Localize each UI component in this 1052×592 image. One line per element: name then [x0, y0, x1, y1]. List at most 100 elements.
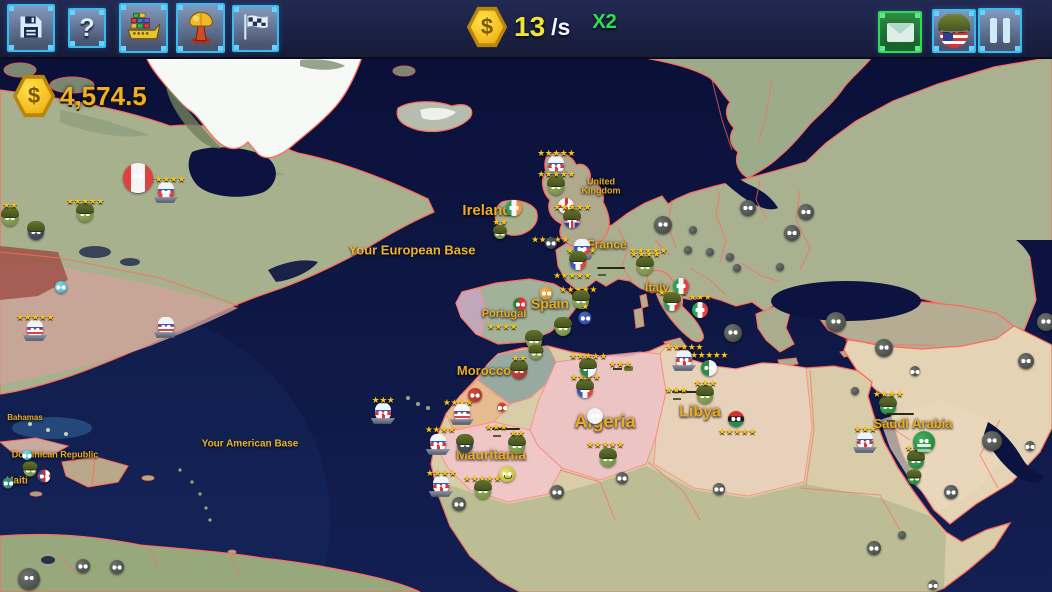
unit-eng-navy[interactable]: ★★★ — [370, 396, 396, 424]
unit-army-soldier[interactable] — [528, 344, 544, 360]
unit-army-soldier[interactable]: ★★★★★ — [66, 197, 104, 222]
save-button[interactable] — [7, 4, 55, 52]
unit-sa-soldier[interactable]: ★★★★ — [873, 390, 904, 415]
unit-ly-ball[interactable] — [728, 411, 744, 427]
unit-army-soldier[interactable] — [473, 480, 493, 499]
neutral-countryball[interactable] — [654, 216, 672, 234]
unit-army-soldier[interactable] — [598, 448, 618, 467]
unit-army-soldier[interactable] — [553, 317, 573, 336]
unit-orange-ball[interactable] — [539, 286, 553, 300]
pause-button[interactable] — [978, 8, 1022, 53]
unit-it-soldier[interactable] — [662, 292, 682, 311]
country-label-haiti[interactable]: Haiti — [6, 475, 28, 487]
unit-army-soldier[interactable]: ★★ — [0, 201, 20, 226]
country-label-spain[interactable]: Spain — [530, 295, 570, 312]
neutral-countryball[interactable] — [733, 264, 741, 272]
unit-cyan-ball[interactable] — [55, 281, 67, 293]
country-label-ireland[interactable]: Ireland — [462, 201, 512, 219]
neutral-countryball[interactable] — [798, 204, 814, 220]
country-label-bahamas[interactable]: Bahamas — [7, 413, 43, 423]
unit-cyan-ball[interactable] — [21, 450, 33, 460]
unit-eng-navy[interactable]: ★★★★★ — [537, 149, 575, 177]
unit-sa-capital[interactable] — [913, 431, 935, 453]
neutral-countryball[interactable] — [76, 559, 90, 573]
neutral-countryball[interactable] — [898, 531, 906, 539]
unit-ma-soldier[interactable]: ★★ — [509, 354, 529, 379]
neutral-countryball[interactable] — [851, 387, 859, 395]
unit-army-soldier[interactable] — [571, 290, 591, 309]
unit-eng-navy[interactable]: ★★★★ — [426, 469, 457, 497]
unit-army-soldier[interactable]: ★★★ — [694, 379, 717, 404]
unit-eng-navy[interactable] — [425, 433, 451, 455]
profile-button[interactable] — [932, 9, 976, 53]
unit-dz-soldier[interactable]: ★★★★★ — [569, 352, 607, 377]
unit-fr-soldier[interactable]: ★★★★ — [570, 373, 601, 398]
unit-eng-navy[interactable]: ★★★ — [852, 425, 878, 453]
neutral-countryball[interactable] — [982, 431, 1002, 451]
neutral-countryball[interactable] — [550, 485, 564, 499]
unit-teal-ball[interactable] — [2, 477, 14, 489]
unit-army-soldier[interactable] — [22, 461, 38, 477]
neutral-countryball[interactable] — [452, 497, 466, 511]
neutral-countryball[interactable] — [18, 568, 40, 590]
neutral-countryball[interactable] — [616, 472, 628, 484]
country-label-france[interactable]: France — [587, 237, 627, 252]
unit-sa-soldier[interactable] — [906, 469, 922, 485]
country-label-italy[interactable]: Italy — [644, 280, 670, 295]
unit-ca-navy[interactable]: ★★★★★ — [147, 175, 185, 203]
trade-ship-button[interactable] — [119, 3, 168, 53]
unit-army-soldier[interactable]: ★★ — [492, 218, 508, 239]
neutral-countryball[interactable] — [110, 560, 124, 574]
unit-us-navy[interactable] — [153, 316, 179, 338]
neutral-countryball[interactable] — [684, 246, 692, 254]
neutral-countryball[interactable] — [689, 226, 697, 234]
unit-us-navy[interactable]: ★★★★★ — [16, 313, 54, 341]
neutral-countryball[interactable] — [740, 200, 756, 216]
world-map[interactable]: Ireland United Kingdom France Spain Portugal… — [0, 57, 1052, 592]
neutral-countryball[interactable] — [784, 225, 800, 241]
unit-sa-soldier[interactable]: ★★★ — [905, 444, 928, 469]
neutral-countryball[interactable] — [726, 253, 734, 261]
unit-us-navy[interactable] — [449, 403, 475, 425]
unit-ie-ball[interactable] — [506, 200, 522, 216]
unit-red-ball[interactable] — [496, 402, 508, 412]
unit-army-soldier[interactable]: ★★ — [507, 429, 527, 454]
help-button[interactable]: ? — [68, 8, 106, 48]
unit-pt-ball[interactable] — [513, 297, 527, 311]
nuke-button[interactable] — [176, 3, 225, 53]
country-label-libya[interactable]: Libya — [679, 403, 721, 421]
neutral-countryball[interactable] — [867, 541, 881, 555]
neutral-countryball[interactable] — [706, 248, 714, 256]
mail-button[interactable] — [878, 11, 922, 53]
neutral-countryball[interactable] — [1018, 353, 1034, 369]
neutral-countryball[interactable] — [927, 580, 939, 590]
neutral-countryball[interactable] — [826, 312, 846, 332]
unit-ca-flagcircle[interactable] — [123, 163, 153, 193]
unit-army-soldier[interactable]: ★★★★★ — [537, 170, 575, 195]
unit-it-ball[interactable]: ★★★ — [689, 293, 712, 318]
country-label-mauritania[interactable]: Mauritania — [455, 446, 527, 463]
neutral-countryball[interactable] — [713, 483, 725, 495]
neutral-countryball[interactable] — [875, 339, 893, 357]
country-label-morocco[interactable]: Morocco — [456, 362, 512, 378]
unit-dark-ball[interactable] — [545, 237, 557, 249]
unit-dark-soldier[interactable] — [26, 221, 46, 240]
unit-blue-ball[interactable]: ★ — [578, 302, 592, 325]
unit-uk-soldier[interactable]: ★★★★★ — [553, 203, 591, 228]
unit-dzc-ball[interactable] — [587, 408, 603, 424]
neutral-countryball[interactable] — [1037, 313, 1052, 331]
unit-army-soldier[interactable]: ★★★★ — [630, 250, 661, 275]
unit-dz-ball[interactable]: ★★★★★ — [690, 351, 728, 376]
unit-it-ball[interactable] — [673, 278, 689, 294]
missions-flag-button[interactable] — [232, 5, 279, 52]
country-label-dominican-republic[interactable]: Dominican Republic — [11, 449, 99, 460]
neutral-countryball[interactable] — [1024, 441, 1036, 451]
unit-dr-ball[interactable] — [37, 469, 51, 483]
country-label-saudi-arabia[interactable]: Saudi Arabia — [873, 415, 953, 431]
neutral-countryball[interactable] — [909, 366, 921, 376]
unit-dark-soldier[interactable] — [455, 434, 475, 453]
unit-ma-ball[interactable] — [468, 388, 482, 402]
neutral-countryball[interactable] — [776, 263, 784, 271]
unit-smiley-smiley[interactable] — [499, 466, 515, 482]
country-label-united-kingdom[interactable]: United Kingdom — [581, 176, 621, 195]
